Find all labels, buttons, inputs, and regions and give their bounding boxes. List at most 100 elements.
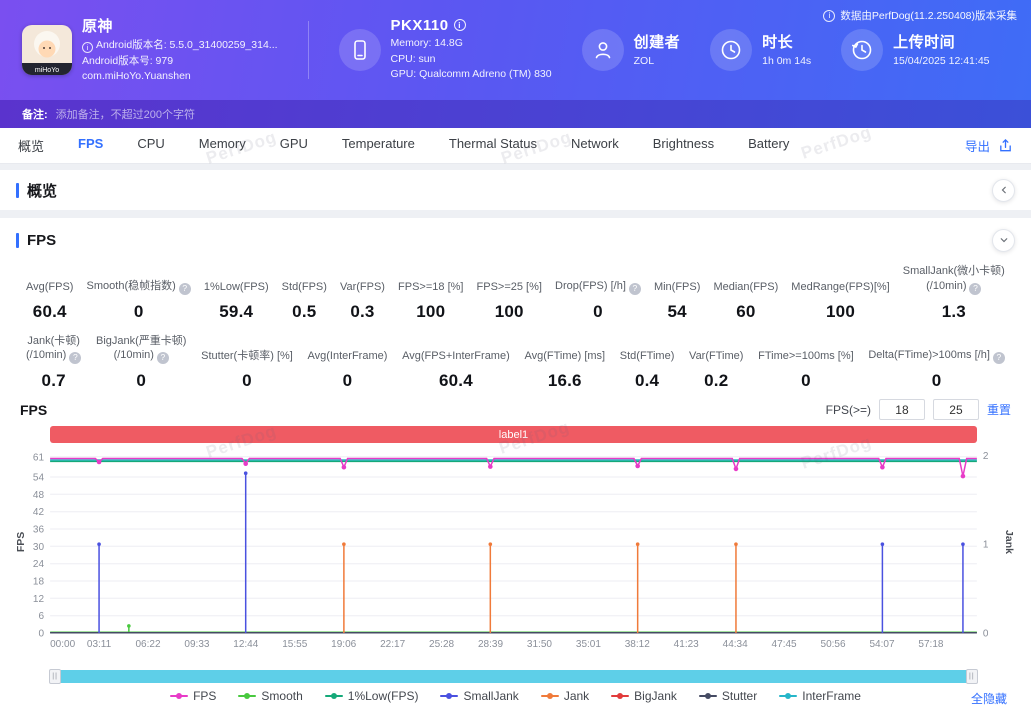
legend-item-1%Low(FPS)[interactable]: 1%Low(FPS) (324, 689, 418, 703)
device-cpu: CPU: sun (390, 52, 436, 65)
legend-item-FPS[interactable]: FPS (170, 689, 216, 703)
tab-Battery[interactable]: Battery (748, 136, 790, 151)
legend-marker (698, 692, 717, 700)
help-icon[interactable]: ? (969, 282, 982, 295)
legend-item-BigJank[interactable]: BigJank (611, 689, 677, 703)
svg-text:38:12: 38:12 (625, 639, 651, 650)
tab-Temperature[interactable]: Temperature (341, 136, 415, 151)
stat-label: Median(FPS) (713, 280, 779, 293)
legend-item-SmallJank[interactable]: SmallJank (440, 689, 519, 704)
stat-value: 0 (133, 301, 144, 321)
stat-cell: FPS>=18 [%] 100 (398, 280, 463, 322)
tab-CPU[interactable]: CPU (137, 136, 165, 151)
tab-Thermal Status[interactable]: Thermal Status (448, 136, 538, 151)
tab-Brightness[interactable]: Brightness (652, 136, 715, 151)
collapse-overview-button[interactable] (992, 178, 1015, 202)
stat-label: FPS>=18 [%] (398, 280, 464, 293)
stat-value: 0.5 (292, 301, 317, 321)
tab-Network[interactable]: Network (571, 136, 619, 151)
legend-item-Stutter[interactable]: Stutter (698, 689, 757, 703)
stat-label: BigJank(严重卡顿) (/10min)? (96, 334, 187, 365)
help-icon[interactable]: ? (628, 282, 641, 295)
chart-scrollbar[interactable]: || || (49, 669, 978, 685)
svg-text:Jank: Jank (1003, 530, 1015, 554)
stat-cell: Jank(卡顿) (/10min)? 0.7 (26, 334, 82, 392)
stat-value: 0.7 (41, 371, 66, 391)
help-icon[interactable]: ? (992, 352, 1005, 365)
tab-概览[interactable]: 概览 (18, 139, 45, 154)
stat-value: 59.4 (219, 301, 254, 321)
stat-label: MedRange(FPS)[%] (791, 280, 890, 293)
clock-icon (710, 29, 753, 71)
hide-all-button[interactable]: 全隐藏 (970, 692, 1007, 707)
svg-text:44:34: 44:34 (723, 639, 749, 650)
tab-GPU[interactable]: GPU (279, 136, 308, 151)
history-clock-icon (841, 29, 884, 71)
svg-text:0: 0 (39, 629, 45, 640)
export-icon[interactable] (998, 138, 1013, 153)
stat-label: Var(FPS) (339, 280, 385, 293)
legend-label: BigJank (634, 689, 677, 704)
legend-label: SmallJank (463, 689, 519, 704)
legend-label: Jank (563, 689, 590, 704)
stat-label: SmallJank(微小卡顿) (/10min)? (902, 265, 1005, 295)
tab-Memory[interactable]: Memory (198, 136, 246, 151)
chart-label-banner: label1 (50, 426, 977, 444)
svg-text:24: 24 (33, 559, 45, 570)
creator-value: ZOL (633, 54, 655, 67)
svg-text:50:56: 50:56 (821, 639, 847, 650)
stat-cell: Std(FPS) 0.5 (282, 280, 327, 322)
svg-text:25:28: 25:28 (429, 639, 455, 650)
svg-text:00:00: 00:00 (50, 639, 76, 650)
svg-text:03:11: 03:11 (87, 639, 112, 650)
upload-label: 上传时间 (893, 33, 956, 51)
fps-chart[interactable]: 61 54 48 42 36 30 24 18 12 6 0 2 1 0 00:00 03:11 06:22 09… (14, 445, 1017, 667)
stat-label: FTime>=100ms [%] (758, 350, 854, 363)
legend-label: FPS (193, 689, 217, 704)
help-icon[interactable]: ? (178, 282, 191, 295)
export-button[interactable]: 导出 (964, 140, 990, 154)
app-icon: miHoYo (22, 25, 72, 75)
stat-label: Smooth(稳帧指数)? (87, 279, 191, 295)
collapse-fps-button[interactable] (992, 228, 1015, 252)
device-name: PKX110 i (391, 17, 552, 34)
stat-label: Avg(FPS) (26, 280, 74, 293)
info-icon[interactable]: i (453, 19, 466, 32)
chart-title: FPS (20, 401, 48, 418)
info-icon: i (82, 42, 93, 53)
stat-label: Min(FPS) (653, 280, 701, 293)
legend-item-Smooth[interactable]: Smooth (238, 689, 303, 703)
legend-item-Jank[interactable]: Jank (540, 689, 590, 704)
fps-threshold-1-input[interactable] (878, 399, 925, 421)
remark-placeholder[interactable]: 添加备注，不超过200个字符 (55, 109, 196, 121)
app-version-name: i Android版本名: 5.5.0_31400259_314... (82, 38, 278, 54)
stat-label: 1%Low(FPS) (203, 280, 269, 293)
stat-cell: Delta(FTime)>100ms [/h]? 0 (868, 348, 1005, 391)
legend-label: InterFrame (802, 689, 861, 704)
help-icon[interactable]: ? (69, 352, 82, 365)
stat-label: Std(FPS) (281, 280, 327, 293)
stat-label: Stutter(卡顿率) [%] (201, 350, 293, 363)
chevron-down-icon (1000, 238, 1007, 243)
scrollbar-right-handle[interactable]: || (965, 669, 978, 685)
legend-item-InterFrame[interactable]: InterFrame (779, 689, 861, 703)
svg-text:19:06: 19:06 (331, 639, 357, 650)
creator-info: 创建者 ZOL (581, 29, 681, 71)
stat-value: 16.6 (547, 371, 582, 391)
stat-cell: Drop(FPS) [/h]? 0 (555, 279, 641, 322)
remark-label: 备注: (22, 109, 48, 121)
svg-text:18: 18 (33, 577, 45, 588)
phone-icon (338, 29, 381, 71)
stat-label: Avg(InterFrame) (307, 350, 388, 363)
divider (0, 210, 1031, 218)
help-icon[interactable]: ? (156, 352, 169, 365)
stat-value: 0.4 (634, 371, 660, 391)
stat-cell: Avg(FTime) [ms] 16.6 (524, 349, 605, 391)
fps-threshold-2-input[interactable] (932, 399, 979, 421)
stat-label: Delta(FTime)>100ms [/h]? (868, 348, 1005, 365)
fps-section: FPS Avg(FPS) 60.4 Smooth(稳帧指数)? 0 1%Low(FPS)… (0, 218, 1031, 720)
scrollbar-left-handle[interactable]: || (49, 669, 62, 685)
tab-FPS[interactable]: FPS (78, 136, 104, 151)
reset-button[interactable]: 重置 (986, 403, 1011, 418)
data-source-note: i 数据由PerfDog(11.2.250408)版本采集 (823, 8, 1017, 23)
